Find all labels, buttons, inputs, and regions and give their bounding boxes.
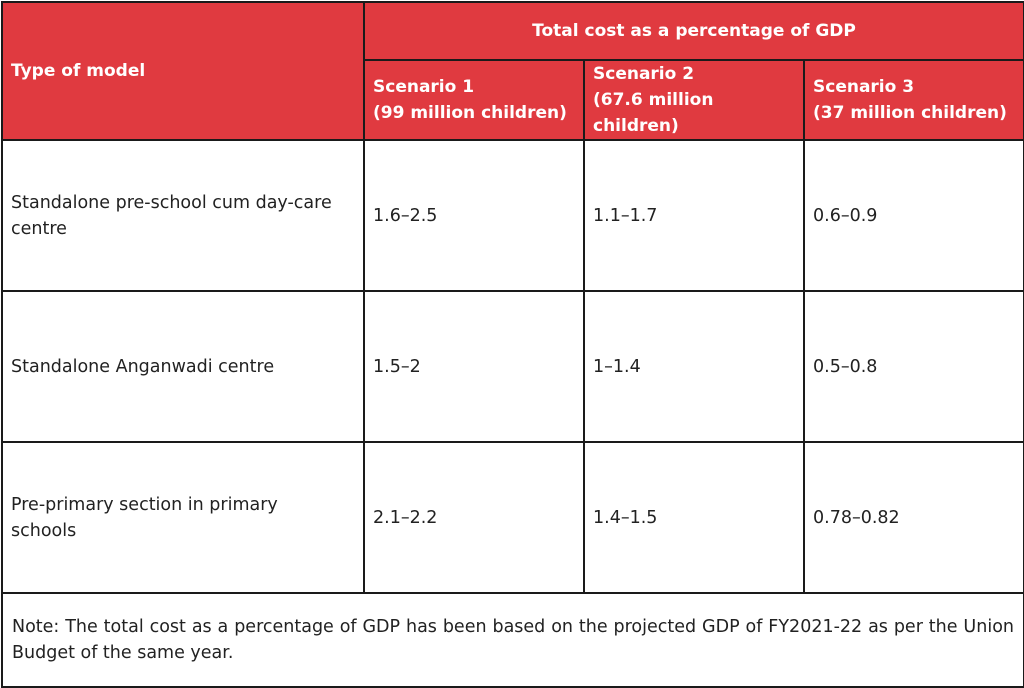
- model-label-line1: Standalone pre-school cum day-care: [11, 192, 332, 213]
- table-note: Note: The total cost as a percentage of …: [1, 592, 1024, 688]
- scenario-2-value: 1.4–1.5: [583, 441, 805, 594]
- type-of-model-header: Type of model: [1, 1, 365, 141]
- header-row-scenarios: Scenario 1 (99 million children) Scenari…: [2, 59, 1024, 141]
- table-row: Standalone pre-school cum day-care centr…: [1, 139, 1024, 292]
- scenario-1-header: Scenario 1 (99 million children): [363, 59, 585, 141]
- scenario-3-value: 0.78–0.82: [803, 441, 1024, 594]
- scenario-2-subtitle: (67.6 million children): [593, 90, 714, 136]
- model-label-line1: Pre-primary section in primary: [11, 494, 278, 515]
- scenario-1-value: 1.5–2: [363, 290, 585, 443]
- scenario-2-value: 1–1.4: [583, 290, 805, 443]
- scenario-1-title: Scenario 1: [373, 77, 475, 97]
- scenario-3-subtitle: (37 million children): [813, 103, 1007, 123]
- scenario-3-title: Scenario 3: [813, 77, 915, 97]
- header-row-group: Type of model Total cost as a percentage…: [1, 1, 1024, 141]
- scenario-2-title: Scenario 2: [593, 64, 695, 84]
- scenario-2-value: 1.1–1.7: [583, 139, 805, 292]
- scenario-2-header: Scenario 2 (67.6 million children): [583, 59, 805, 141]
- model-cell: Standalone pre-school cum day-care centr…: [1, 139, 365, 292]
- scenario-3-value: 0.5–0.8: [803, 290, 1024, 443]
- table-row: Pre-primary section in primary schools 2…: [1, 441, 1024, 594]
- model-cell: Pre-primary section in primary schools: [1, 441, 365, 594]
- total-cost-header: Total cost as a percentage of GDP: [363, 1, 1024, 61]
- scenario-3-header: Scenario 3 (37 million children): [803, 59, 1024, 141]
- model-cell: Standalone Anganwadi centre: [1, 290, 365, 443]
- model-label-line1: Standalone Anganwadi centre: [11, 356, 275, 377]
- scenario-3-value: 0.6–0.9: [803, 139, 1024, 292]
- model-label-line2: schools: [11, 520, 77, 541]
- scenario-1-value: 2.1–2.2: [363, 441, 585, 594]
- scenario-1-value: 1.6–2.5: [363, 139, 585, 292]
- model-label-line2: centre: [11, 218, 67, 239]
- table-row: Standalone Anganwadi centre 1.5–2 1–1.4 …: [1, 290, 1024, 443]
- note-row: Note: The total cost as a percentage of …: [1, 592, 1024, 688]
- scenario-1-subtitle: (99 million children): [373, 103, 567, 123]
